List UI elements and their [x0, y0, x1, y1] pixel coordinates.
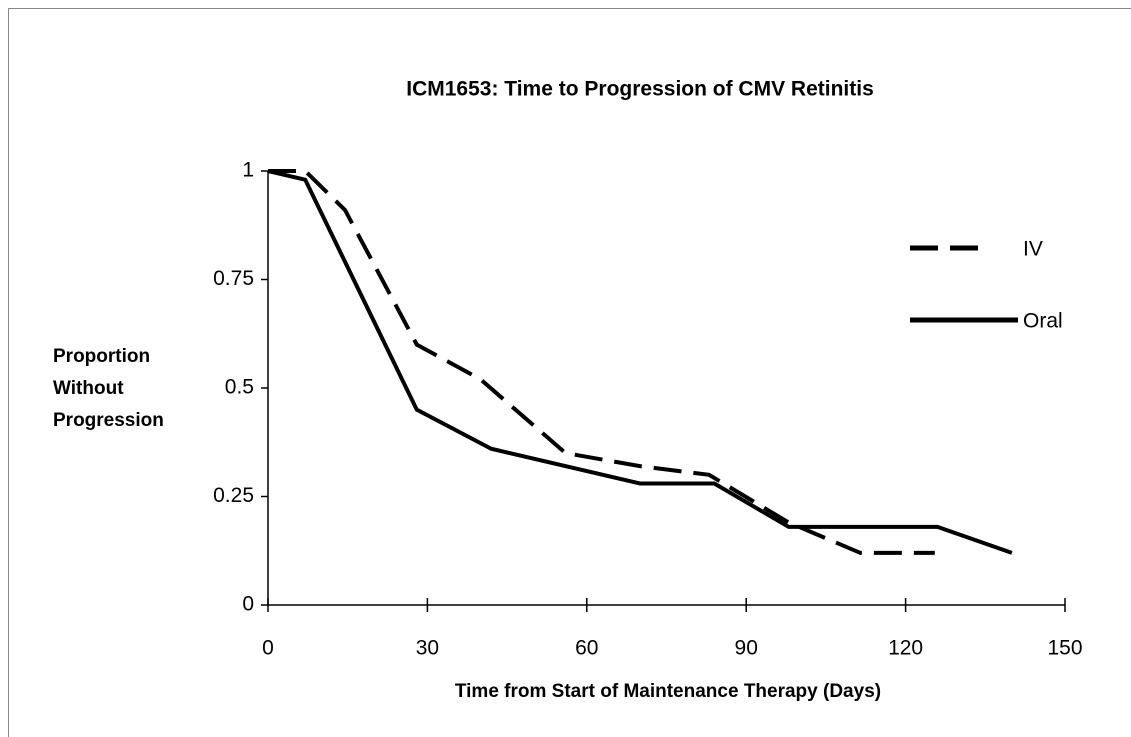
- y-tick-label: 1: [242, 159, 254, 182]
- y-axis-label: Without: [53, 378, 124, 399]
- line-series: [267, 169, 1013, 555]
- x-tick-label: 60: [575, 637, 598, 660]
- x-tick-label: 120: [888, 637, 923, 660]
- legend-label: IV: [1023, 238, 1043, 261]
- x-axis-label: Time from Start of Maintenance Therapy (…: [455, 681, 881, 702]
- x-tick-label: 0: [262, 637, 274, 660]
- x-tick-label: 150: [1047, 637, 1082, 660]
- y-axis-label: Proportion: [53, 346, 150, 367]
- y-tick-label: 0.5: [225, 376, 254, 399]
- y-tick-label: 0.25: [213, 484, 254, 507]
- legend-label: Oral: [1023, 310, 1063, 333]
- y-axis-label: Progression: [53, 410, 164, 431]
- y-tick-label: 0: [242, 593, 254, 616]
- chart-title: ICM1653: Time to Progression of CMV Reti…: [406, 78, 874, 101]
- x-tick-label: 30: [416, 637, 439, 660]
- frame: [8, 8, 1131, 737]
- x-tick-label: 90: [735, 637, 758, 660]
- y-tick-label: 0.75: [213, 267, 254, 290]
- line-series: [268, 169, 935, 555]
